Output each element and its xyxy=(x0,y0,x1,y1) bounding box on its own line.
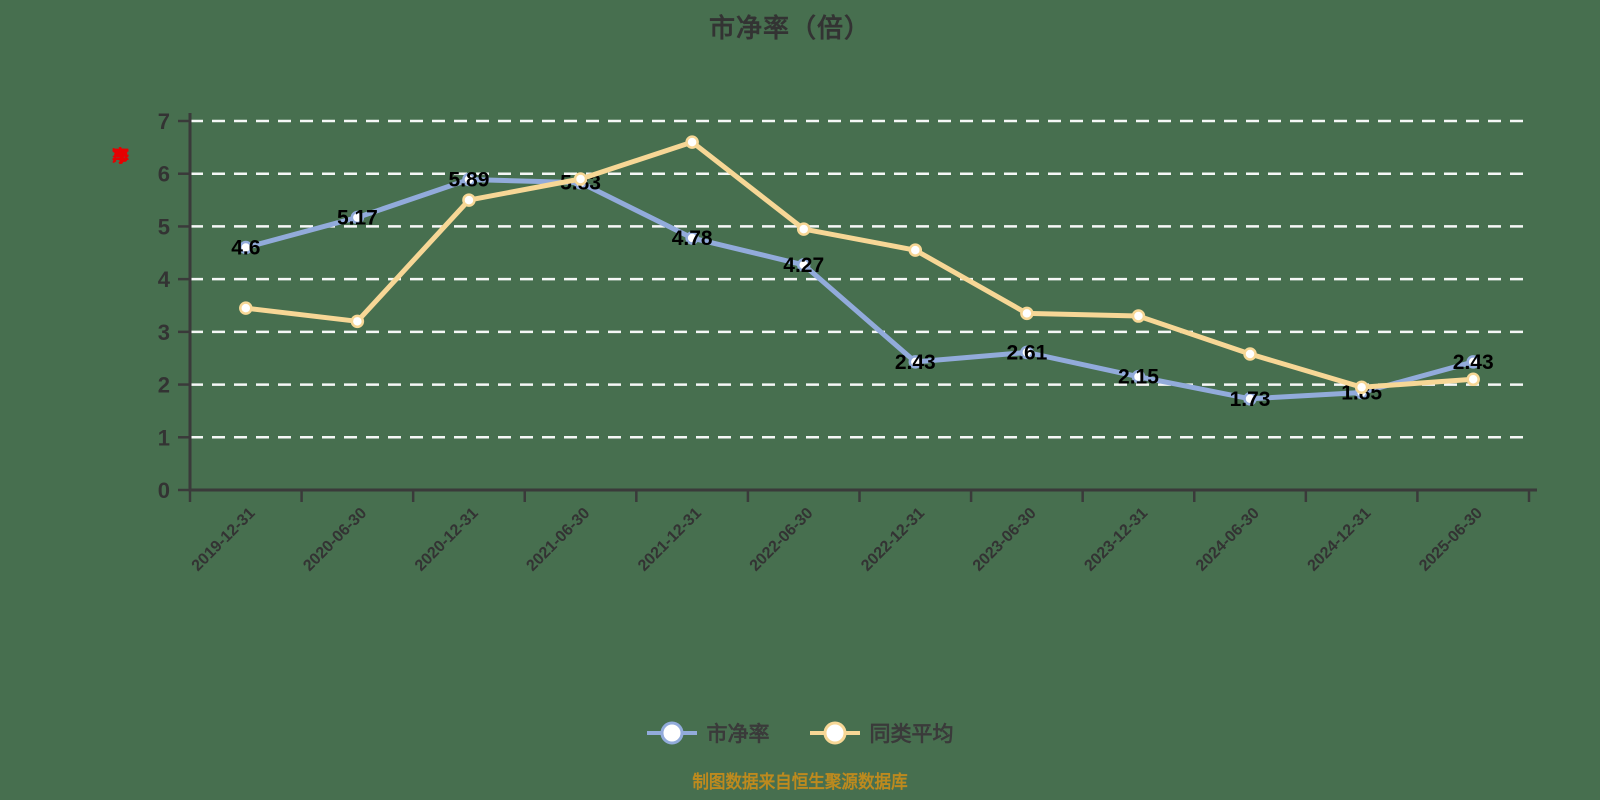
series-peer-avg-point xyxy=(908,243,923,257)
series-pbr-point xyxy=(350,210,365,225)
series-peer-avg-point xyxy=(1020,306,1034,321)
legend-item-peer-avg[interactable]: 同类平均 xyxy=(809,718,954,748)
series-peer-avg-point xyxy=(350,314,365,329)
series-peer-avg-point xyxy=(1243,347,1257,361)
y-tick-label: 0 xyxy=(158,478,170,503)
value-label: 2.43 xyxy=(1453,351,1494,374)
y-tick-label: 6 xyxy=(158,162,170,187)
x-tick-label: 2021-12-31 xyxy=(635,505,705,575)
legend-item-pbr[interactable]: 市净率 xyxy=(646,718,770,748)
legend-pbr-marker-icon xyxy=(646,721,697,745)
value-label: 2.15 xyxy=(1118,366,1159,389)
x-tick-label: 2021-06-30 xyxy=(523,505,593,575)
x-tick-label: 2023-12-31 xyxy=(1081,505,1151,575)
series-pbr-point xyxy=(908,355,923,369)
x-tick-label: 2022-06-30 xyxy=(747,505,817,575)
y-axis-name-label: 市净率 xyxy=(112,142,132,168)
value-label: 5.17 xyxy=(337,206,378,229)
value-label: 4.6 xyxy=(231,237,260,260)
series-pbr-point xyxy=(796,258,811,272)
series-peer-avg-point xyxy=(685,135,699,149)
x-tick-label: 2022-12-31 xyxy=(858,505,928,575)
value-label: 4.27 xyxy=(783,254,824,277)
series-pbr-point xyxy=(1131,369,1146,384)
x-tick-label: 2024-06-30 xyxy=(1193,505,1263,575)
source-note: 制图数据来自恒生聚源数据库 xyxy=(692,772,908,792)
y-tick-label: 4 xyxy=(158,267,171,292)
series-peer-avg-line xyxy=(243,139,1476,390)
series-peer-avg-point xyxy=(462,193,476,207)
value-label: 1.73 xyxy=(1230,388,1271,411)
chart-legend: 市净率 同类平均 xyxy=(0,718,1600,748)
value-label: 5.89 xyxy=(449,169,490,192)
series-peer-avg-point xyxy=(1466,372,1480,387)
value-label: 4.78 xyxy=(672,227,713,250)
x-tick-label: 2024-12-31 xyxy=(1305,505,1375,575)
series-pbr-point xyxy=(1243,392,1257,406)
series-pbr-point xyxy=(1020,345,1034,360)
series-pbr-point xyxy=(462,172,476,187)
x-tick-label: 2023-06-30 xyxy=(970,505,1040,575)
value-label: 2.43 xyxy=(895,351,936,374)
chart-title: 市净率（倍） xyxy=(708,13,871,43)
series-pbr-point xyxy=(1466,355,1480,369)
series-peer-avg-point xyxy=(796,222,811,236)
y-tick-label: 5 xyxy=(158,214,170,239)
series-pbr-point xyxy=(239,240,253,255)
x-tick-label: 2019-12-31 xyxy=(189,505,259,575)
y-tick-label: 2 xyxy=(158,373,170,398)
legend-label: 同类平均 xyxy=(869,723,954,746)
x-tick-label: 2020-06-30 xyxy=(300,505,370,575)
value-label: 2.61 xyxy=(1006,341,1047,364)
x-tick-label: 2020-12-31 xyxy=(412,505,482,575)
series-pbr-line xyxy=(243,177,1476,402)
legend-label: 市净率 xyxy=(706,723,770,746)
series-peer-avg-point xyxy=(239,301,253,315)
series-peer-avg-point xyxy=(573,172,588,186)
y-tick-label: 7 xyxy=(158,109,170,134)
x-tick-label: 2025-06-30 xyxy=(1416,505,1486,575)
y-tick-label: 1 xyxy=(158,425,170,450)
series-peer-avg-point xyxy=(1131,309,1146,323)
legend-peer-avg-marker-icon xyxy=(809,721,860,745)
series-pbr-point xyxy=(685,231,699,245)
y-tick-label: 3 xyxy=(158,320,170,345)
series-peer-avg-point xyxy=(1354,380,1369,394)
